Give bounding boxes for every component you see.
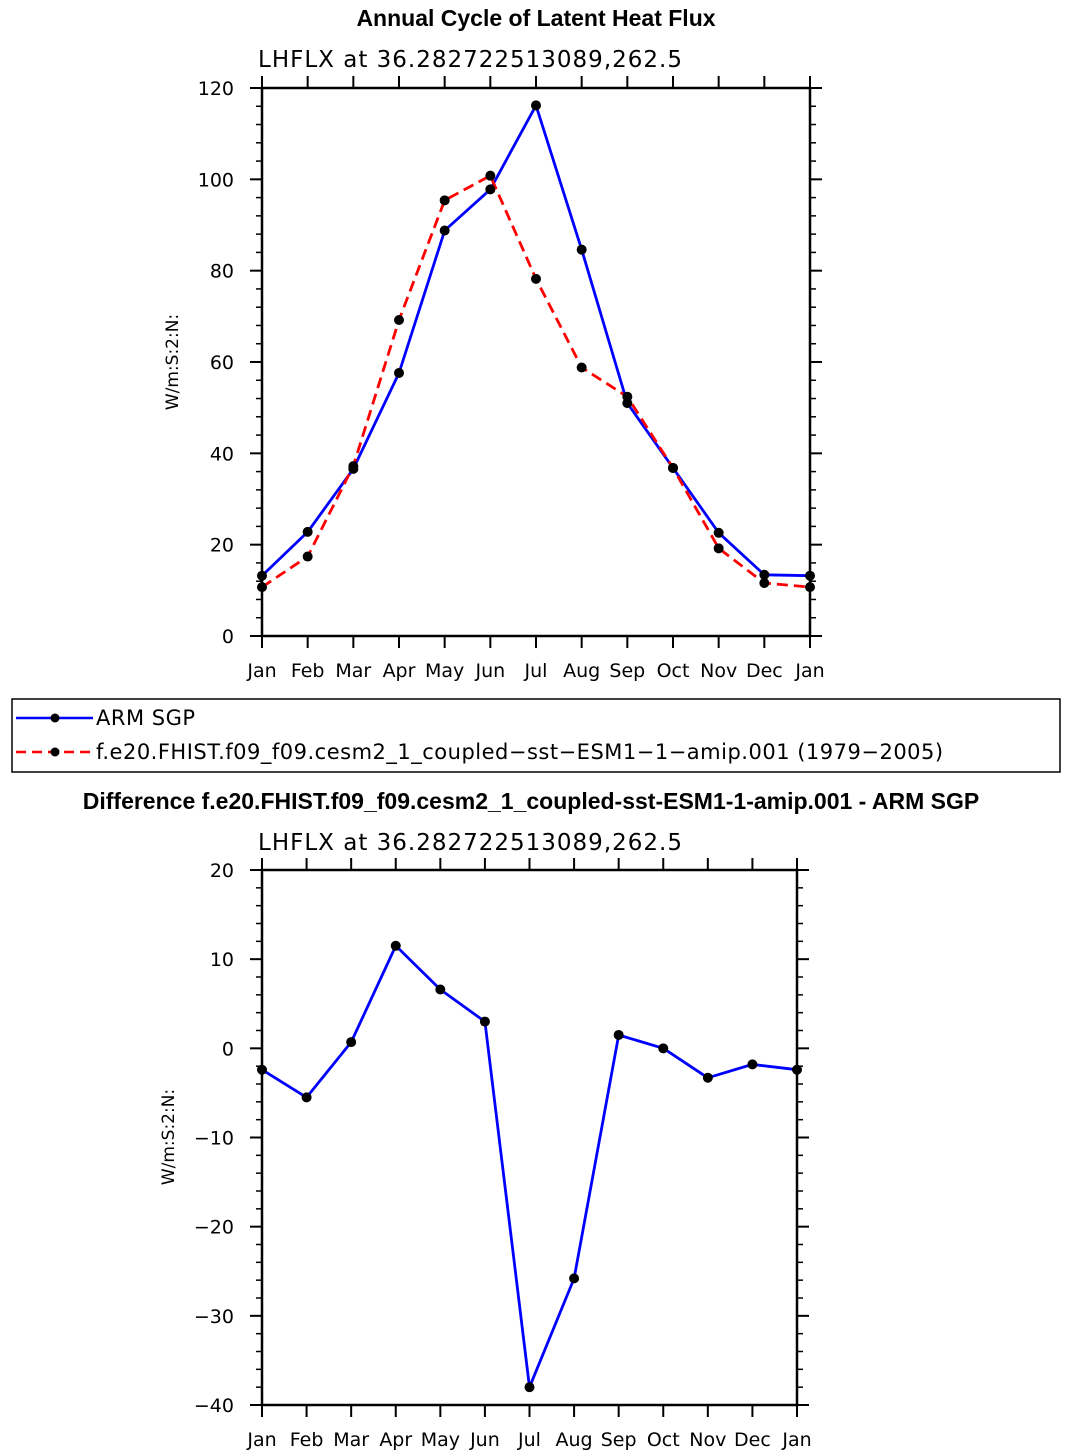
y-tick-label: 20 [210, 535, 234, 557]
data-point [622, 391, 633, 402]
legend-marker-arm [50, 713, 60, 723]
y-tick-label: 100 [198, 169, 234, 191]
chart-title: Difference f.e20.FHIST.f09_f09.cesm2_1_c… [83, 788, 979, 814]
x-tick-label: Jan [246, 660, 276, 682]
x-tick-label: Nov [700, 660, 737, 682]
plot-axes: 0 20 40 60 80 100 120 Jan Feb Mar Apr May Jun Jul Aug S… [198, 76, 825, 682]
data-point [435, 984, 446, 995]
difference-chart: Difference f.e20.FHIST.f09_f09.cesm2_1_c… [83, 788, 979, 1451]
legend-entry-arm: ARM SGP [96, 706, 196, 730]
data-point [394, 367, 404, 378]
data-point [390, 940, 401, 951]
series-line [261, 944, 798, 1389]
x-tick-label: May [425, 660, 464, 682]
legend-box [11, 698, 1061, 773]
data-point [394, 314, 404, 325]
data-point [257, 570, 267, 581]
x-tick-label: Dec [734, 1429, 771, 1451]
y-tick-label: −20 [194, 1217, 234, 1239]
x-tick-label: May [421, 1429, 460, 1451]
data-point [257, 1064, 267, 1075]
x-tick-label: Dec [746, 660, 783, 682]
data-point [301, 1092, 312, 1103]
x-tick-label: Mar [335, 660, 371, 682]
data-point [302, 551, 313, 562]
data-point [257, 582, 267, 593]
data-point [759, 569, 770, 580]
data-point [485, 170, 496, 181]
data-point [759, 578, 770, 589]
x-tick-label: Jul [517, 1429, 541, 1451]
data-point [747, 1059, 758, 1070]
series-line [261, 174, 811, 589]
x-tick-label: Feb [291, 660, 325, 682]
y-tick-label: 0 [222, 626, 234, 648]
y-axis-label: W/m:S:2:N: [163, 314, 183, 410]
x-tick-label: Jan [781, 1429, 811, 1451]
y-tick-label: 0 [222, 1038, 234, 1060]
data-point [531, 273, 541, 284]
data-point [702, 1072, 713, 1083]
x-tick-label: Aug [556, 1429, 593, 1451]
legend-entry-model: f.e20.FHIST.f09_f09.cesm2_1_coupled−sst−… [96, 740, 944, 765]
annual-cycle-chart: Annual Cycle of Latent Heat Flux LHFLX a… [163, 5, 825, 682]
data-point [479, 1016, 490, 1027]
x-tick-label: Oct [657, 660, 690, 682]
x-tick-label: Sep [601, 1429, 637, 1451]
data-point [658, 1043, 669, 1054]
plot-axes: −40 −30 −20 −10 0 10 20 Jan Feb Mar Apr May Jun Jul Au… [194, 858, 812, 1451]
data-point [346, 1037, 357, 1048]
x-tick-label: Jan [246, 1429, 276, 1451]
data-point [613, 1029, 624, 1040]
data-point [713, 527, 724, 538]
y-tick-label: 20 [210, 860, 234, 882]
x-tick-label: Nov [689, 1429, 726, 1451]
y-tick-label: 60 [210, 352, 234, 374]
y-tick-label: 80 [210, 261, 234, 283]
data-point [713, 543, 724, 554]
plot-marks [257, 100, 815, 593]
data-point [805, 582, 815, 593]
data-point [531, 100, 541, 111]
y-tick-label: 120 [198, 78, 234, 100]
data-point [805, 570, 815, 581]
data-point [569, 1273, 580, 1284]
data-point [485, 184, 496, 195]
y-tick-label: −10 [194, 1128, 234, 1150]
legend-marker-model [50, 747, 60, 757]
data-point [792, 1064, 802, 1075]
data-point [302, 526, 313, 537]
x-tick-label: Jun [469, 1429, 500, 1451]
x-tick-label: Oct [647, 1429, 680, 1451]
x-tick-label: Apr [383, 660, 416, 682]
data-point [576, 362, 587, 373]
chart-subtitle: LHFLX at 36.282722513089,262.5 [258, 47, 683, 73]
plot-frame [260, 868, 799, 1407]
x-tick-label: Jan [794, 660, 824, 682]
data-point [668, 462, 678, 473]
data-point [524, 1382, 535, 1393]
x-tick-label: Jul [524, 660, 548, 682]
y-axis-label: W/m:S:2:N: [159, 1089, 179, 1185]
x-tick-label: Sep [609, 660, 645, 682]
y-tick-label: −40 [194, 1395, 234, 1417]
x-tick-label: Aug [563, 660, 600, 682]
chart-title: Annual Cycle of Latent Heat Flux [356, 5, 715, 31]
x-tick-label: Mar [333, 1429, 369, 1451]
chart-subtitle: LHFLX at 36.282722513089,262.5 [258, 830, 683, 856]
data-point [439, 195, 450, 206]
x-tick-label: Apr [379, 1429, 412, 1451]
x-tick-label: Jun [474, 660, 505, 682]
legend: ARM SGP f.e20.FHIST.f09_f09.cesm2_1_coup… [11, 698, 1061, 773]
x-tick-label: Feb [290, 1429, 324, 1451]
y-tick-label: 40 [210, 443, 234, 465]
y-tick-label: −30 [194, 1306, 234, 1328]
data-point [439, 225, 450, 236]
plot-marks [257, 940, 802, 1393]
y-tick-label: 10 [210, 949, 234, 971]
series-line [261, 104, 811, 578]
data-point [576, 244, 587, 255]
data-point [348, 461, 359, 472]
